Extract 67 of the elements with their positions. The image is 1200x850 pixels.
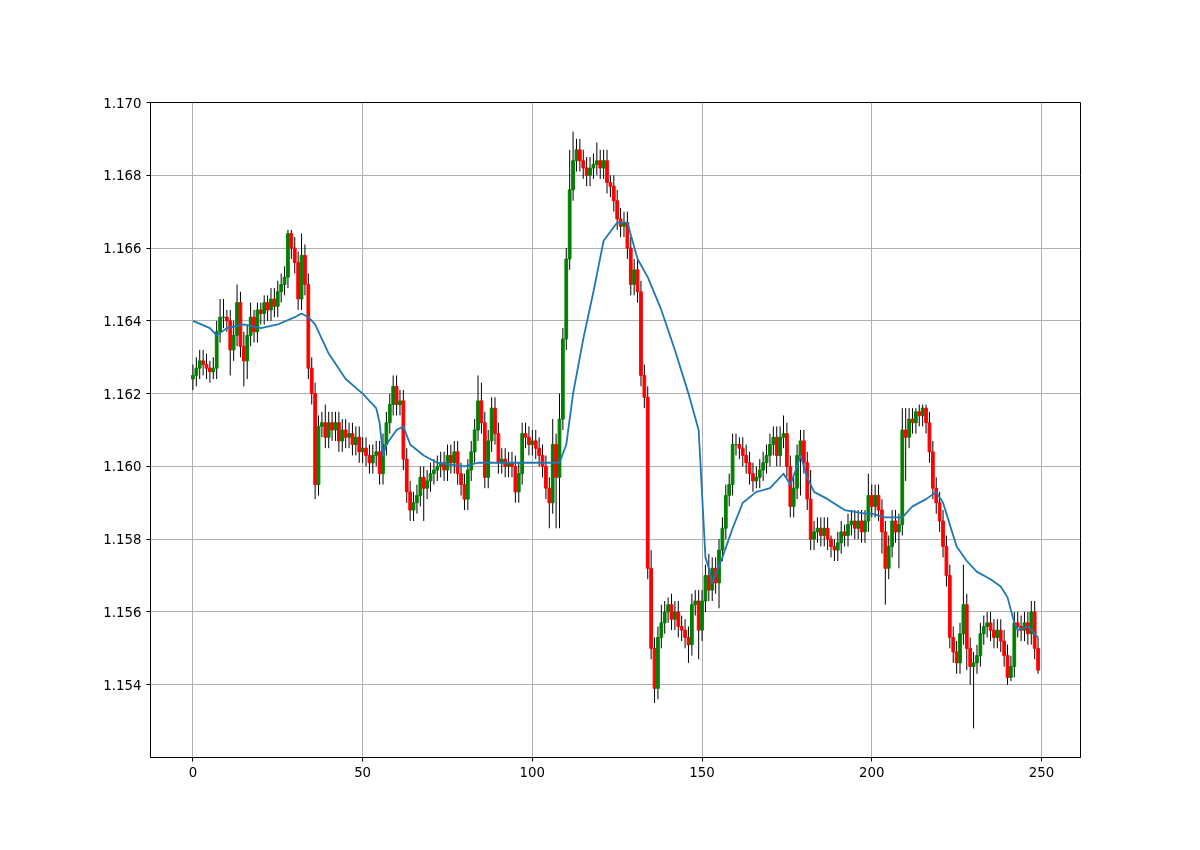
candlestick	[594, 142, 599, 176]
candlestick	[370, 444, 375, 475]
y-tick-label: 1.170	[103, 95, 142, 111]
candlestick	[798, 429, 803, 496]
x-tick-label: 250	[1028, 764, 1055, 780]
candlestick	[435, 454, 440, 482]
candlestick	[676, 600, 681, 638]
y-tick-label: 1.160	[103, 459, 142, 475]
candlestick	[421, 465, 426, 522]
candlestick	[326, 411, 331, 449]
candlestick	[832, 538, 837, 562]
candlestick	[394, 374, 399, 416]
candlestick	[588, 156, 592, 187]
candlestick	[258, 302, 263, 325]
candlestick	[343, 418, 348, 449]
candlestick	[398, 389, 402, 416]
candlestick	[265, 294, 270, 322]
candlestick	[903, 407, 908, 482]
candlestick	[1029, 600, 1034, 646]
candlestick	[856, 509, 861, 540]
candlestick	[357, 425, 362, 464]
candlestick	[530, 429, 535, 456]
candlestick	[605, 149, 609, 194]
candlestick	[601, 149, 606, 180]
x-tick-label: 50	[354, 764, 372, 780]
y-tick-label: 1.166	[103, 241, 142, 257]
candlestick	[822, 516, 827, 547]
candlestick	[262, 294, 267, 325]
candlestick	[910, 407, 915, 435]
y-tick-label: 1.162	[103, 386, 142, 402]
y-tick-label: 1.168	[103, 168, 142, 184]
candlestick	[527, 425, 531, 456]
x-tick-label: 100	[519, 764, 546, 780]
candlestick	[1015, 611, 1020, 638]
y-tick-label: 1.164	[103, 313, 142, 329]
candlestick	[333, 411, 338, 442]
candlestick	[272, 287, 277, 318]
candlestick	[445, 444, 450, 482]
candlestick	[917, 404, 922, 427]
candlestick	[673, 600, 677, 631]
candlestick	[914, 407, 918, 435]
candlestick	[337, 411, 341, 453]
candlestick	[859, 509, 864, 544]
x-tick-label: 200	[859, 764, 885, 780]
candlestick	[204, 353, 209, 380]
candlestick	[995, 618, 1000, 649]
x-tick-label: 0	[188, 764, 198, 780]
candlestick	[846, 513, 850, 547]
y-tick-label: 1.156	[103, 604, 142, 620]
candlestick	[852, 509, 857, 540]
candlestick	[269, 287, 273, 322]
candlestick	[323, 404, 328, 449]
candlestick	[873, 484, 878, 518]
candlestick	[347, 422, 351, 449]
candlestick	[350, 422, 355, 456]
y-tick-label: 1.154	[103, 677, 142, 693]
candlestick	[340, 418, 345, 453]
candlestick	[842, 524, 847, 547]
candlestick	[201, 349, 205, 376]
x-tick-label: 150	[689, 764, 715, 780]
candlestick	[330, 411, 334, 442]
candlestick	[255, 302, 260, 344]
candlestick	[669, 593, 674, 631]
candlestick	[632, 258, 637, 296]
candlestick	[452, 440, 457, 475]
candlestick	[812, 520, 816, 551]
y-tick-label: 1.158	[103, 532, 142, 548]
